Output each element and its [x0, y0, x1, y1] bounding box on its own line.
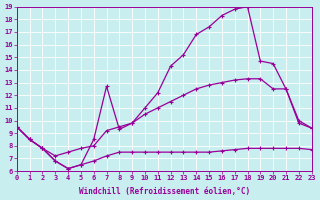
X-axis label: Windchill (Refroidissement éolien,°C): Windchill (Refroidissement éolien,°C): [79, 187, 250, 196]
